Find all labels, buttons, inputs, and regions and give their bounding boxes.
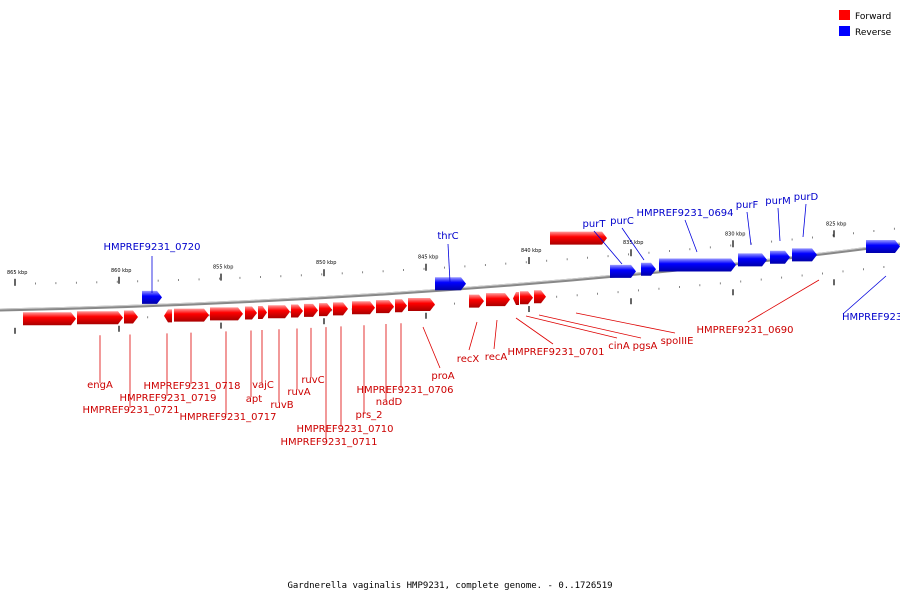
- forward-gene-label[interactable]: cinA: [608, 341, 630, 352]
- forward-gene-label[interactable]: spoIIIE: [661, 336, 694, 347]
- forward-gene-label[interactable]: HMPREF9231_0711: [280, 437, 377, 448]
- reverse-gene-arrow[interactable]: [866, 240, 900, 254]
- forward-gene-label[interactable]: HMPREF9231_0718: [143, 381, 240, 392]
- forward-gene-arrow[interactable]: [124, 310, 138, 324]
- forward-gene-arrow[interactable]: [268, 305, 290, 319]
- leader-line: [593, 230, 623, 265]
- legend-reverse-label: Reverse: [855, 28, 892, 38]
- forward-gene-label[interactable]: HMPREF9231_0719: [119, 393, 216, 404]
- reverse-gene-arrow[interactable]: [770, 250, 790, 264]
- forward-gene-arrow[interactable]: [550, 231, 607, 245]
- forward-gene-arrow[interactable]: [513, 291, 519, 305]
- scale-label: 825 kbp: [826, 221, 846, 227]
- forward-gene-arrow[interactable]: [23, 312, 76, 326]
- forward-gene-label[interactable]: ruvC: [301, 375, 324, 386]
- reverse-gene-arrow[interactable]: [142, 290, 162, 304]
- genome-caption: Gardnerella vaginalis HMP9231, complete …: [287, 581, 612, 591]
- reverse-gene-arrow[interactable]: [641, 262, 656, 276]
- leader-line: [493, 319, 498, 350]
- forward-gene-label[interactable]: HMPREF9231_0721: [82, 405, 179, 416]
- leader-line: [621, 227, 645, 261]
- forward-gene-arrow[interactable]: [486, 293, 510, 307]
- forward-gene-arrow[interactable]: [333, 302, 348, 316]
- forward-gene-arrow[interactable]: [164, 309, 172, 323]
- scale-label: 840 kbp: [521, 248, 541, 254]
- forward-gene-arrow[interactable]: [534, 290, 546, 304]
- scale-label: 855 kbp: [213, 265, 233, 271]
- gene-labels: engAHMPREF9231_0721HMPREF9231_0719HMPREF…: [82, 192, 900, 448]
- forward-gene-label[interactable]: pgsA: [633, 341, 658, 352]
- reverse-gene-label[interactable]: purT: [583, 219, 607, 230]
- forward-gene-arrow[interactable]: [258, 305, 267, 319]
- leader-line: [575, 312, 676, 334]
- forward-gene-label[interactable]: HMPREF9231_0701: [507, 347, 604, 358]
- reverse-gene-label[interactable]: HMPREF9231_0720: [103, 242, 200, 253]
- reverse-gene-label[interactable]: HMPREF9231_0694: [636, 208, 733, 219]
- label-leader-lines: [99, 203, 887, 440]
- forward-gene-label[interactable]: HMPREF9231_0717: [179, 412, 276, 423]
- forward-gene-label[interactable]: nadD: [376, 397, 403, 408]
- forward-gene-arrow[interactable]: [291, 304, 303, 318]
- forward-gene-arrow[interactable]: [395, 299, 407, 313]
- forward-gene-arrow[interactable]: [352, 301, 375, 315]
- leader-line: [515, 317, 554, 345]
- reverse-gene-label[interactable]: purM: [765, 196, 790, 207]
- reverse-gene-arrow[interactable]: [738, 253, 767, 267]
- leader-line: [746, 211, 752, 246]
- forward-gene-arrow[interactable]: [210, 307, 243, 321]
- gene-track: [23, 231, 900, 326]
- forward-gene-arrow[interactable]: [319, 303, 332, 317]
- forward-gene-label[interactable]: HMPREF9231_0690: [696, 325, 793, 336]
- forward-gene-arrow[interactable]: [304, 303, 318, 317]
- leader-line: [842, 275, 887, 315]
- reverse-gene-label[interactable]: purC: [610, 216, 634, 227]
- reverse-gene-label[interactable]: thrC: [437, 231, 458, 242]
- forward-gene-label[interactable]: ruvB: [270, 400, 293, 411]
- forward-gene-label[interactable]: HMPREF9231_0706: [356, 385, 453, 396]
- leader-line: [802, 203, 807, 238]
- forward-gene-label[interactable]: engA: [87, 380, 113, 391]
- forward-gene-arrow[interactable]: [174, 308, 209, 322]
- forward-gene-arrow[interactable]: [520, 291, 533, 305]
- reverse-gene-label[interactable]: HMPREF9231_0689: [842, 312, 900, 323]
- forward-gene-label[interactable]: apt: [246, 394, 262, 405]
- leader-line: [747, 279, 820, 323]
- forward-gene-label[interactable]: prs_2: [355, 410, 382, 421]
- leader-line: [538, 314, 642, 339]
- legend-forward-label: Forward: [855, 12, 891, 22]
- forward-gene-label[interactable]: proA: [431, 371, 454, 382]
- leader-line: [447, 243, 451, 283]
- leader-line: [468, 321, 478, 351]
- forward-gene-arrow[interactable]: [376, 300, 394, 314]
- forward-gene-arrow[interactable]: [469, 294, 484, 308]
- scale-label: 835 kbp: [623, 240, 643, 246]
- reverse-gene-arrow[interactable]: [610, 264, 636, 278]
- legend-reverse-swatch: [839, 26, 850, 36]
- forward-gene-label[interactable]: ruvA: [287, 387, 310, 398]
- scale-label: 865 kbp: [7, 270, 27, 276]
- forward-gene-label[interactable]: recA: [485, 352, 508, 363]
- legend-forward-swatch: [839, 10, 850, 20]
- forward-gene-label[interactable]: recX: [457, 354, 480, 365]
- reverse-gene-arrow[interactable]: [659, 258, 736, 272]
- leader-line: [684, 219, 698, 253]
- reverse-gene-arrow[interactable]: [792, 248, 817, 262]
- reverse-gene-label[interactable]: purD: [794, 192, 819, 203]
- forward-gene-arrow[interactable]: [245, 306, 257, 320]
- scale-label: 845 kbp: [418, 255, 438, 261]
- reverse-gene-label[interactable]: purF: [736, 200, 759, 211]
- forward-gene-label[interactable]: vajC: [252, 380, 274, 391]
- scale-label: 850 kbp: [316, 260, 336, 266]
- reverse-gene-arrow[interactable]: [435, 277, 466, 291]
- forward-gene-arrow[interactable]: [408, 298, 435, 312]
- leader-line: [777, 207, 781, 242]
- forward-gene-label[interactable]: HMPREF9231_0710: [296, 424, 393, 435]
- forward-gene-arrow[interactable]: [77, 311, 123, 325]
- leader-line: [422, 326, 441, 369]
- scale-label: 860 kbp: [111, 268, 131, 274]
- leader-line: [525, 315, 618, 339]
- legend: Forward Reverse: [839, 10, 892, 38]
- scale-label: 830 kbp: [725, 231, 745, 237]
